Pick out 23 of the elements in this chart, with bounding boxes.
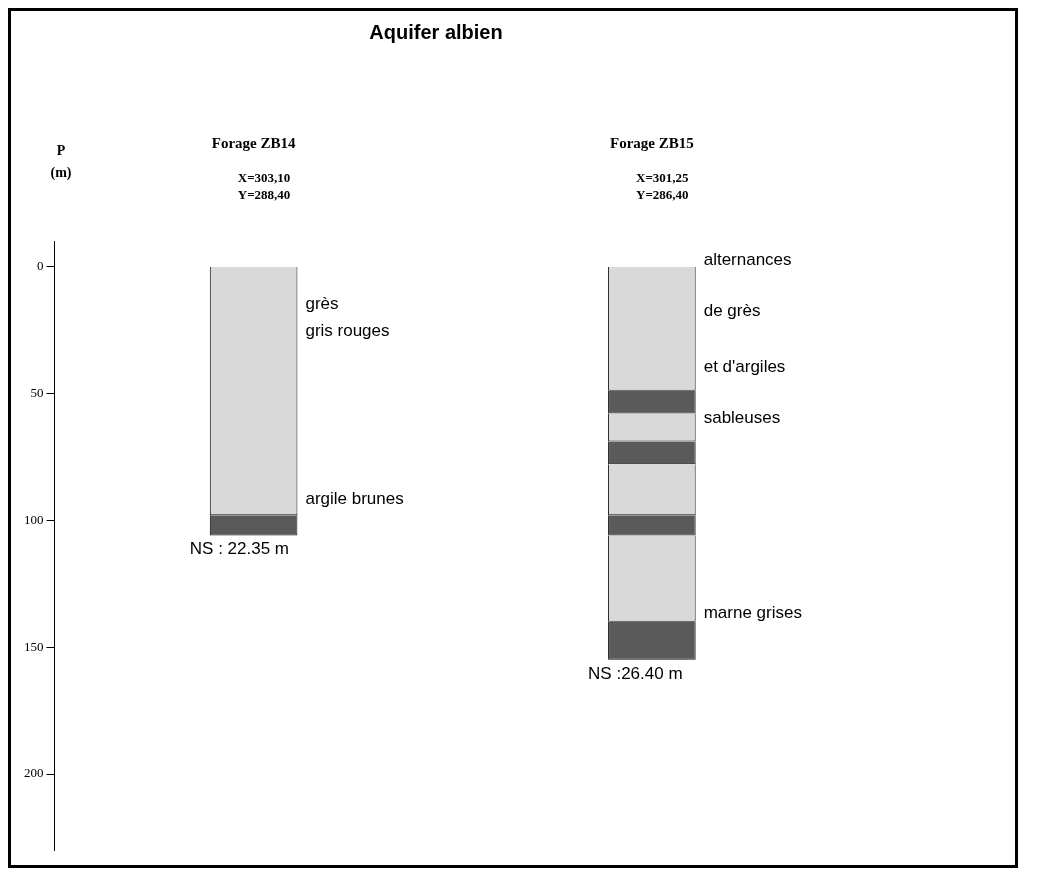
- annotation: de grès: [703, 300, 761, 320]
- y-tick-label: 0: [37, 257, 44, 273]
- annotation: argile brunes: [305, 488, 404, 508]
- annotation: NS : 22.35 m: [189, 538, 290, 558]
- y-tick-label: 150: [24, 638, 44, 654]
- text: Y=288,40: [237, 187, 291, 203]
- annotation: sableuses: [703, 407, 781, 427]
- annotation: et d'argiles: [703, 356, 786, 376]
- annotation: grès: [305, 293, 339, 313]
- y-tick-label: 50: [30, 384, 44, 400]
- text: X=303,10: [237, 170, 291, 186]
- text: Y=286,40: [636, 187, 689, 203]
- x-tick-label: Forage ZB14: [211, 134, 296, 151]
- x-tick-label: Forage ZB15: [610, 134, 694, 151]
- annotation: marne grises: [703, 602, 802, 622]
- chart-title: Aquifer albien: [369, 20, 503, 43]
- annotation: NS :26.40 m: [588, 663, 683, 683]
- y-axis-title: P (m): [50, 142, 72, 181]
- y-tick-label: 100: [24, 511, 44, 527]
- y-tick-label: 200: [24, 765, 44, 781]
- annotation: alternances: [703, 249, 792, 269]
- text: X=301,25: [636, 170, 690, 186]
- annotation: gris rouges: [305, 320, 390, 340]
